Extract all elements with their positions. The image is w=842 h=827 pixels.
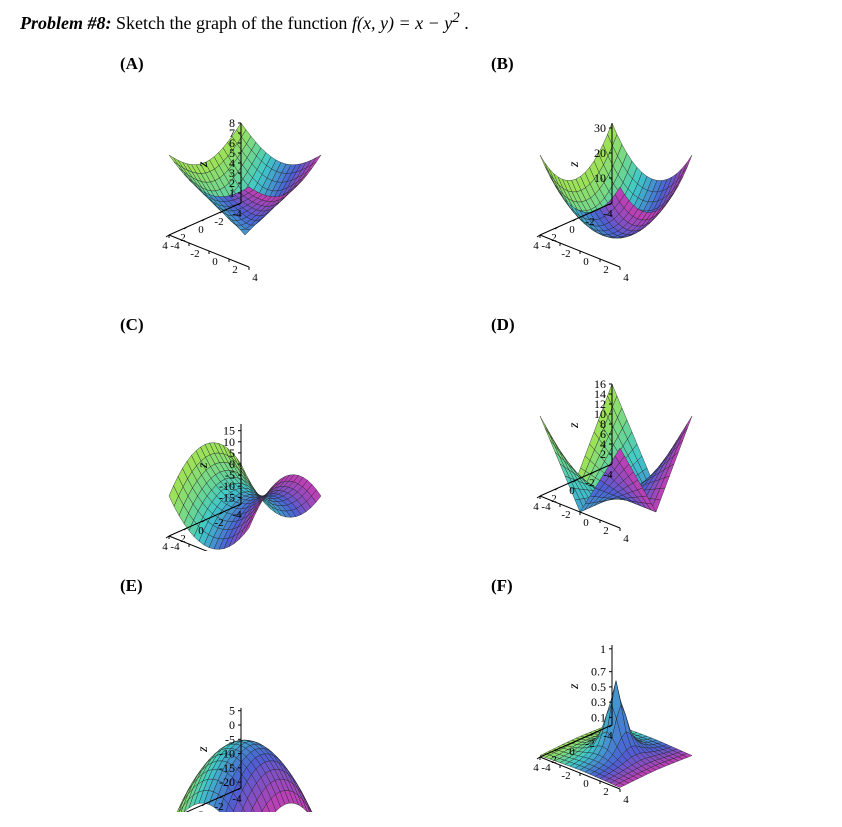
plot-cell-D: (D)246810121416z-4-2024-4-2024 [491, 315, 822, 556]
surface-plot-B: 102030z-4-2024-4-2024 [491, 80, 801, 290]
svg-text:2: 2 [551, 493, 557, 505]
plot-label-A: (A) [120, 54, 451, 74]
plot-cell-B: (B)102030z-4-2024-4-2024 [491, 54, 822, 295]
svg-text:30: 30 [594, 121, 606, 135]
svg-text:-2: -2 [190, 248, 199, 260]
svg-text:-4: -4 [170, 240, 180, 252]
svg-text:-2: -2 [214, 517, 223, 529]
plot-label-D: (D) [491, 315, 822, 335]
plot-label-B: (B) [491, 54, 822, 74]
svg-text:10: 10 [594, 171, 606, 185]
svg-text:z: z [567, 683, 582, 690]
svg-text:z: z [196, 462, 211, 469]
svg-text:2: 2 [551, 754, 557, 766]
surface-plot-A: 12345678z-4-2024-4-2024 [120, 80, 430, 290]
svg-text:2: 2 [551, 232, 557, 244]
plot-label-E: (E) [120, 576, 451, 596]
svg-text:0: 0 [198, 224, 204, 236]
svg-text:0: 0 [198, 809, 204, 812]
problem-header: Problem #8: Sketch the graph of the func… [20, 10, 822, 34]
svg-text:z: z [196, 746, 211, 753]
svg-text:4: 4 [533, 762, 539, 774]
svg-text:2: 2 [180, 533, 186, 545]
svg-text:z: z [567, 422, 582, 429]
svg-text:-4: -4 [232, 793, 242, 805]
plot-cell-E: (E)-20-15-10-505z-4-2024-4-2024 [120, 576, 451, 817]
svg-text:4: 4 [252, 272, 258, 284]
svg-text:-10: -10 [219, 747, 235, 761]
svg-text:0.1: 0.1 [591, 710, 606, 724]
svg-text:0: 0 [569, 485, 575, 497]
svg-text:0: 0 [583, 778, 589, 790]
svg-text:2: 2 [180, 232, 186, 244]
svg-text:-4: -4 [541, 762, 551, 774]
svg-text:4: 4 [623, 533, 629, 545]
svg-text:0: 0 [229, 718, 235, 732]
plots-grid: (A)12345678z-4-2024-4-2024(B)102030z-4-2… [120, 54, 822, 817]
svg-text:z: z [567, 161, 582, 168]
svg-text:-2: -2 [214, 216, 223, 228]
svg-text:-2: -2 [585, 216, 594, 228]
svg-text:0: 0 [198, 525, 204, 537]
svg-text:2: 2 [232, 264, 238, 276]
svg-text:-4: -4 [232, 208, 242, 220]
svg-text:-4: -4 [603, 208, 613, 220]
svg-text:-2: -2 [561, 509, 570, 521]
plot-cell-A: (A)12345678z-4-2024-4-2024 [120, 54, 451, 295]
plot-cell-C: (C)-15-10-5051015z-4-2024-4-2024 [120, 315, 451, 556]
svg-text:1: 1 [600, 642, 606, 656]
svg-text:8: 8 [229, 116, 235, 130]
svg-text:-4: -4 [603, 469, 613, 481]
plot-label-F: (F) [491, 576, 822, 596]
svg-text:-4: -4 [170, 541, 180, 551]
svg-text:0: 0 [583, 517, 589, 529]
svg-text:-20: -20 [219, 775, 235, 789]
surface-plot-C: -15-10-5051015z-4-2024-4-2024 [120, 341, 430, 551]
svg-text:-2: -2 [585, 738, 594, 750]
surface-plot-E: -20-15-10-505z-4-2024-4-2024 [120, 602, 430, 812]
svg-text:4: 4 [162, 240, 168, 252]
svg-text:2: 2 [603, 264, 609, 276]
svg-text:4: 4 [533, 240, 539, 252]
svg-text:0.3: 0.3 [591, 695, 606, 709]
surface-plot-D: 246810121416z-4-2024-4-2024 [491, 341, 801, 551]
svg-text:-2: -2 [214, 801, 223, 812]
svg-text:-15: -15 [219, 761, 235, 775]
svg-text:z: z [196, 161, 211, 168]
svg-text:2: 2 [603, 786, 609, 798]
svg-text:16: 16 [594, 377, 606, 391]
problem-prompt-suffix: . [464, 13, 469, 33]
svg-text:4: 4 [623, 272, 629, 284]
svg-text:-2: -2 [561, 248, 570, 260]
svg-text:5: 5 [229, 704, 235, 718]
surface-plot-F: 0.10.30.50.71z-4-2024-4-2024 [491, 602, 801, 812]
svg-text:15: 15 [223, 424, 235, 438]
svg-text:0.7: 0.7 [591, 665, 606, 679]
svg-text:0: 0 [583, 256, 589, 268]
svg-text:20: 20 [594, 146, 606, 160]
svg-text:4: 4 [623, 794, 629, 806]
svg-text:-4: -4 [232, 509, 242, 521]
svg-text:-2: -2 [190, 549, 199, 551]
svg-text:-2: -2 [561, 770, 570, 782]
plot-cell-F: (F)0.10.30.50.71z-4-2024-4-2024 [491, 576, 822, 817]
svg-text:0: 0 [212, 256, 218, 268]
svg-text:2: 2 [603, 525, 609, 537]
svg-text:-4: -4 [541, 501, 551, 513]
svg-text:-5: -5 [225, 732, 235, 746]
svg-text:0: 0 [569, 224, 575, 236]
svg-text:4: 4 [162, 541, 168, 551]
svg-text:4: 4 [533, 501, 539, 513]
svg-text:-2: -2 [585, 477, 594, 489]
problem-function: f(x, y) = x − y2 [352, 13, 464, 33]
problem-number: Problem #8: [20, 13, 112, 33]
svg-text:-4: -4 [541, 240, 551, 252]
svg-text:-4: -4 [603, 730, 613, 742]
plot-label-C: (C) [120, 315, 451, 335]
svg-text:0: 0 [569, 746, 575, 758]
svg-text:0.5: 0.5 [591, 680, 606, 694]
problem-prompt-prefix: Sketch the graph of the function [116, 13, 352, 33]
